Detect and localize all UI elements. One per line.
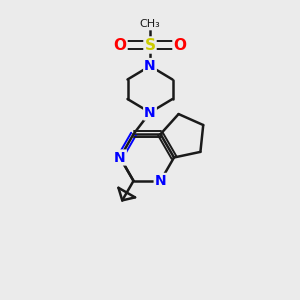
Text: O: O bbox=[173, 38, 187, 52]
Text: N: N bbox=[144, 59, 156, 73]
Text: N: N bbox=[155, 174, 166, 188]
Text: S: S bbox=[145, 38, 155, 52]
Text: CH₃: CH₃ bbox=[140, 19, 160, 29]
Text: O: O bbox=[113, 38, 127, 52]
Text: N: N bbox=[144, 106, 156, 119]
Text: N: N bbox=[114, 151, 126, 164]
